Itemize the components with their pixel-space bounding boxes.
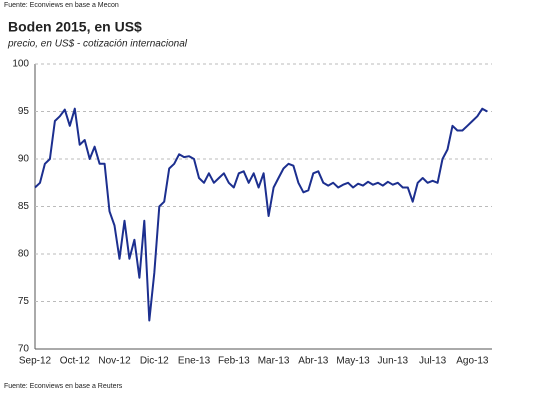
chart-subtitle: precio, en US$ - cotización internaciona… (7, 39, 188, 50)
y-tick-label: 95 (18, 106, 30, 117)
x-tick-label: Feb-13 (218, 356, 250, 367)
x-tick-label: Jun-13 (378, 356, 409, 367)
x-tick-label: Ago-13 (456, 356, 489, 367)
source: Fuente: Econviews en base a Reuters (4, 383, 123, 390)
y-tick-label: 90 (18, 154, 30, 165)
y-tick-label: 75 (18, 296, 30, 307)
source-top: Fuente: Econviews en base a Mecon (4, 2, 119, 9)
x-tick-label: Dic-12 (140, 356, 169, 367)
chart-title: Boden 2015, en US$ (8, 19, 142, 35)
x-tick-label: Ene-13 (178, 356, 211, 367)
x-tick-label: Jul-13 (419, 356, 447, 367)
x-tick-label: Mar-13 (258, 356, 290, 367)
price-line (34, 107, 488, 322)
x-tick-label: Oct-12 (60, 356, 90, 367)
x-tick-label: Abr-13 (298, 356, 328, 367)
y-tick-label: 80 (18, 249, 30, 260)
y-tick-label: 100 (12, 59, 29, 70)
y-tick-label: 85 (18, 201, 30, 212)
x-tick-label: Nov-12 (98, 356, 131, 367)
y-tick-label: 70 (18, 344, 30, 355)
x-tick-label: Sep-12 (19, 356, 52, 367)
x-tick-label: May-13 (336, 356, 370, 367)
